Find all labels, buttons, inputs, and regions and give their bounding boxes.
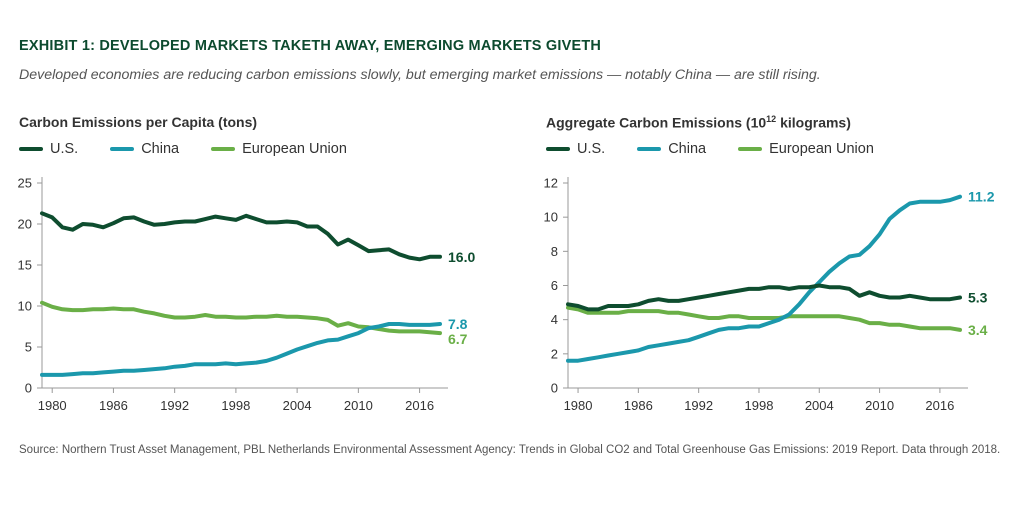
y-tick-label: 0: [25, 381, 32, 396]
legend-label-china: China: [141, 141, 180, 157]
chart-title-superscript: 12: [766, 114, 777, 124]
y-tick-label: 4: [551, 312, 558, 327]
chart-title-main: Carbon Emissions per Capita (tons): [19, 114, 258, 130]
legend-swatch-china: [110, 147, 135, 151]
y-tick-label: 20: [18, 217, 32, 232]
legend-swatch-china: [637, 147, 662, 151]
source-note: Source: Northern Trust Asset Management,…: [19, 444, 1001, 456]
legend-per-capita: U.S. China European Union: [19, 141, 369, 157]
series-line-us: [566, 283, 962, 312]
legend-label-china: China: [668, 141, 707, 157]
aggregate-chart: 0 2 4 6 8 10 12 1980 1986 1992 1998 2004 2010 2016 11.…: [544, 176, 995, 414]
end-label-us: 16.0: [448, 249, 475, 265]
exhibit-subtitle: Developed economies are reducing carbon …: [19, 67, 821, 83]
legend-swatch-us: [546, 147, 570, 151]
x-tick-label: 1980: [564, 398, 593, 413]
y-tick-label: 0: [551, 381, 558, 396]
end-label-china: 7.8: [448, 316, 468, 332]
x-tick-label: 1992: [160, 398, 189, 413]
x-tick-label: 2016: [925, 398, 954, 413]
y-tick-label: 15: [18, 258, 32, 273]
series-line-eu: [566, 305, 962, 332]
series-line-china: [40, 322, 442, 377]
legend-item-us: U.S.: [19, 141, 78, 157]
legend-item-china: China: [110, 141, 179, 157]
x-tick-label: 2016: [405, 398, 434, 413]
legend-swatch-eu: [211, 147, 236, 151]
series-line-eu: [40, 300, 442, 336]
legend-label-eu: European Union: [242, 141, 347, 157]
legend-item-china: China: [637, 141, 706, 157]
exhibit-title: EXHIBIT 1: DEVELOPED MARKETS TAKETH AWAY…: [19, 38, 602, 54]
x-tick-label: 1998: [221, 398, 250, 413]
x-tick-label: 2010: [344, 398, 373, 413]
legend-label-us: U.S.: [50, 141, 79, 157]
x-tick-label: 1986: [624, 398, 653, 413]
end-label-china: 11.2: [968, 189, 995, 205]
per-capita-chart: 0 5 10 15 20 25 1980 1986 1992 1998 2004 2010 2016 16…: [18, 176, 476, 414]
x-tick-label: 1986: [99, 398, 128, 413]
y-tick-label: 12: [544, 176, 558, 191]
legend-label-eu: European Union: [769, 141, 874, 157]
end-label-eu: 3.4: [968, 322, 988, 338]
legend-label-us: U.S.: [577, 141, 606, 157]
x-tick-label: 2004: [283, 398, 312, 413]
series-line-us: [40, 211, 442, 262]
chart-title-per-capita: Carbon Emissions per Capita (tons): [19, 114, 257, 130]
legend-swatch-us: [19, 147, 43, 151]
legend-aggregate: U.S. China European Union: [546, 141, 896, 157]
x-tick-label: 1998: [745, 398, 774, 413]
y-tick-label: 6: [551, 278, 558, 293]
legend-item-us: U.S.: [546, 141, 605, 157]
x-tick-label: 1992: [684, 398, 713, 413]
y-tick-label: 25: [18, 176, 32, 191]
chart-title-main: Aggregate Carbon Emissions (10: [546, 114, 767, 131]
y-tick-label: 5: [25, 340, 32, 355]
series-line-china: [566, 194, 962, 363]
legend-swatch-eu: [738, 147, 763, 151]
chart-title-aggregate: Aggregate Carbon Emissions (1012 kilogra…: [546, 114, 851, 131]
y-tick-label: 8: [551, 244, 558, 259]
x-tick-label: 2004: [805, 398, 834, 413]
legend-item-eu: European Union: [211, 141, 347, 157]
x-tick-label: 1980: [38, 398, 67, 413]
y-tick-label: 10: [544, 210, 558, 225]
end-label-eu: 6.7: [448, 331, 468, 347]
y-tick-label: 2: [551, 346, 558, 361]
end-label-us: 5.3: [968, 289, 988, 305]
x-tick-label: 2010: [865, 398, 894, 413]
chart-title-tail: kilograms): [776, 114, 851, 131]
legend-item-eu: European Union: [738, 141, 874, 157]
y-tick-label: 10: [18, 299, 32, 314]
